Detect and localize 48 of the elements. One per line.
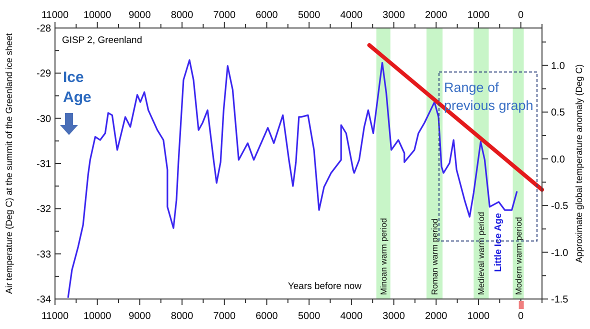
x2-tick-label: 7000	[213, 311, 236, 322]
y-tick-label: -30	[36, 114, 52, 125]
x-tick-label: 7000	[213, 10, 236, 21]
x-tick-label: 0	[518, 10, 524, 21]
y-tick-label: -32	[36, 204, 52, 216]
x-tick-label: 8000	[170, 10, 194, 21]
x2-tick-label: 3000	[382, 311, 406, 322]
band-label: Medieval warm period	[476, 212, 486, 295]
x-axis-title: Years before now	[288, 281, 362, 292]
y2-axis-title: Approximate global temperature anomaly (Deg C)	[574, 64, 584, 263]
y2-tick-label: -1.5	[551, 294, 569, 306]
y2-tick-label: -0.5	[551, 201, 569, 212]
x-tick-label: 11000	[41, 10, 69, 21]
band-label: Minoan warm period	[378, 218, 388, 295]
x-tick-label: 1000	[467, 10, 490, 21]
y2-tick-label: 0.5	[551, 108, 566, 119]
band-label: Roman warm period	[430, 218, 440, 295]
x2-tick-label: 1000	[467, 311, 490, 322]
y-tick-label: -34	[36, 294, 52, 306]
x2-tick-label: 11000	[41, 311, 69, 322]
y-tick-label: -31	[36, 159, 52, 170]
y-tick-label: -29	[36, 68, 52, 80]
annotation: Ice Age	[63, 69, 92, 106]
band-label: Modern warm period	[513, 216, 524, 295]
x2-tick-label: 0	[518, 311, 524, 322]
x-tick-label: 3000	[382, 10, 406, 21]
y-axis-title: Air temperature (Deg C) at the summit of the Greenland ice sheet	[4, 32, 14, 294]
x-tick-label: 10000	[83, 10, 112, 21]
y-tick-label: -33	[36, 249, 52, 260]
text: GISP 2, Greenland	[62, 35, 142, 46]
annotation: Little Ice Age	[492, 213, 504, 272]
y2-tick-label: -1.0	[551, 248, 569, 259]
x2-tick-label: 10000	[83, 311, 112, 322]
x-tick-label: 9000	[128, 10, 152, 21]
y-tick-label: -28	[36, 24, 52, 34]
x2-tick-label: 2000	[425, 311, 448, 322]
y2-tick-label: 0.0	[551, 154, 566, 166]
x2-tick-label: 6000	[256, 311, 278, 322]
x-tick-label: 6000	[256, 10, 278, 21]
x-tick-label: 4000	[340, 10, 363, 21]
x2-tick-label: 9000	[128, 311, 152, 322]
annotation: Range of previous graph	[444, 80, 534, 113]
x-tick-label: 5000	[298, 10, 321, 21]
x2-tick-label: 4000	[340, 311, 363, 322]
x2-tick-label: 8000	[170, 311, 194, 322]
y2-tick-label: 1.0	[551, 60, 566, 72]
x-tick-label: 2000	[425, 10, 448, 21]
x2-tick-label: 5000	[298, 311, 321, 322]
